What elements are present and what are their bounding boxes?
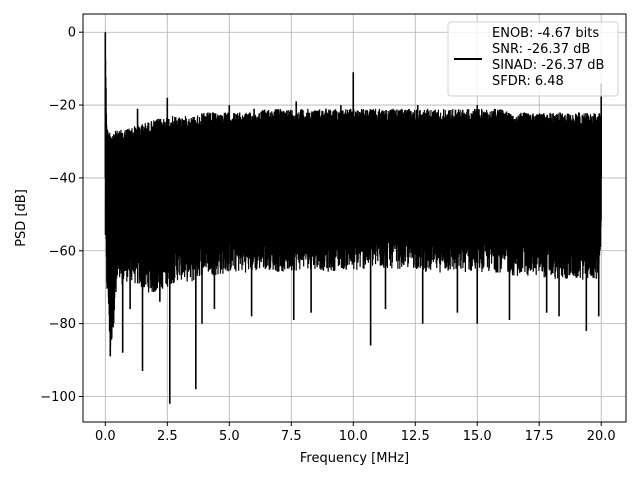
legend-line-snr: SNR: -26.37 dB [492, 42, 590, 57]
y-tick-label: 0 [68, 26, 76, 41]
y-ticks: 0 −20 −40 −60 −80 −100 [40, 26, 83, 405]
x-tick-label: 5.0 [219, 429, 240, 444]
x-tick-label: 15.0 [463, 429, 492, 444]
x-ticks: 0.0 2.5 5.0 7.5 10.0 12.5 15.0 17.5 20.0 [95, 422, 616, 444]
x-tick-label: 17.5 [525, 429, 554, 444]
y-tick-label: −20 [49, 99, 76, 114]
x-tick-label: 20.0 [587, 429, 616, 444]
y-axis-label: PSD [dB] [14, 189, 29, 247]
axes-frame [82, 13, 627, 423]
legend-line-sinad: SINAD: -26.37 dB [492, 58, 604, 73]
x-tick-label: 2.5 [157, 429, 178, 444]
y-tick-label: −60 [49, 244, 76, 259]
y-tick-label: −100 [40, 390, 76, 405]
legend: ENOB: -4.67 bits SNR: -26.37 dB SINAD: -… [447, 21, 619, 97]
legend-line-sfdr: SFDR: 6.48 [492, 74, 564, 89]
y-tick-label: −80 [49, 317, 76, 332]
plot-area [104, 32, 603, 404]
x-tick-label: 0.0 [95, 429, 116, 444]
legend-box [447, 21, 619, 97]
legend-line-enob: ENOB: -4.67 bits [492, 26, 599, 41]
y-tick-label: −40 [49, 171, 76, 186]
x-tick-label: 10.0 [339, 429, 368, 444]
x-axis-label: Frequency [MHz] [300, 451, 409, 466]
x-tick-label: 7.5 [281, 429, 302, 444]
x-tick-label: 12.5 [401, 429, 430, 444]
